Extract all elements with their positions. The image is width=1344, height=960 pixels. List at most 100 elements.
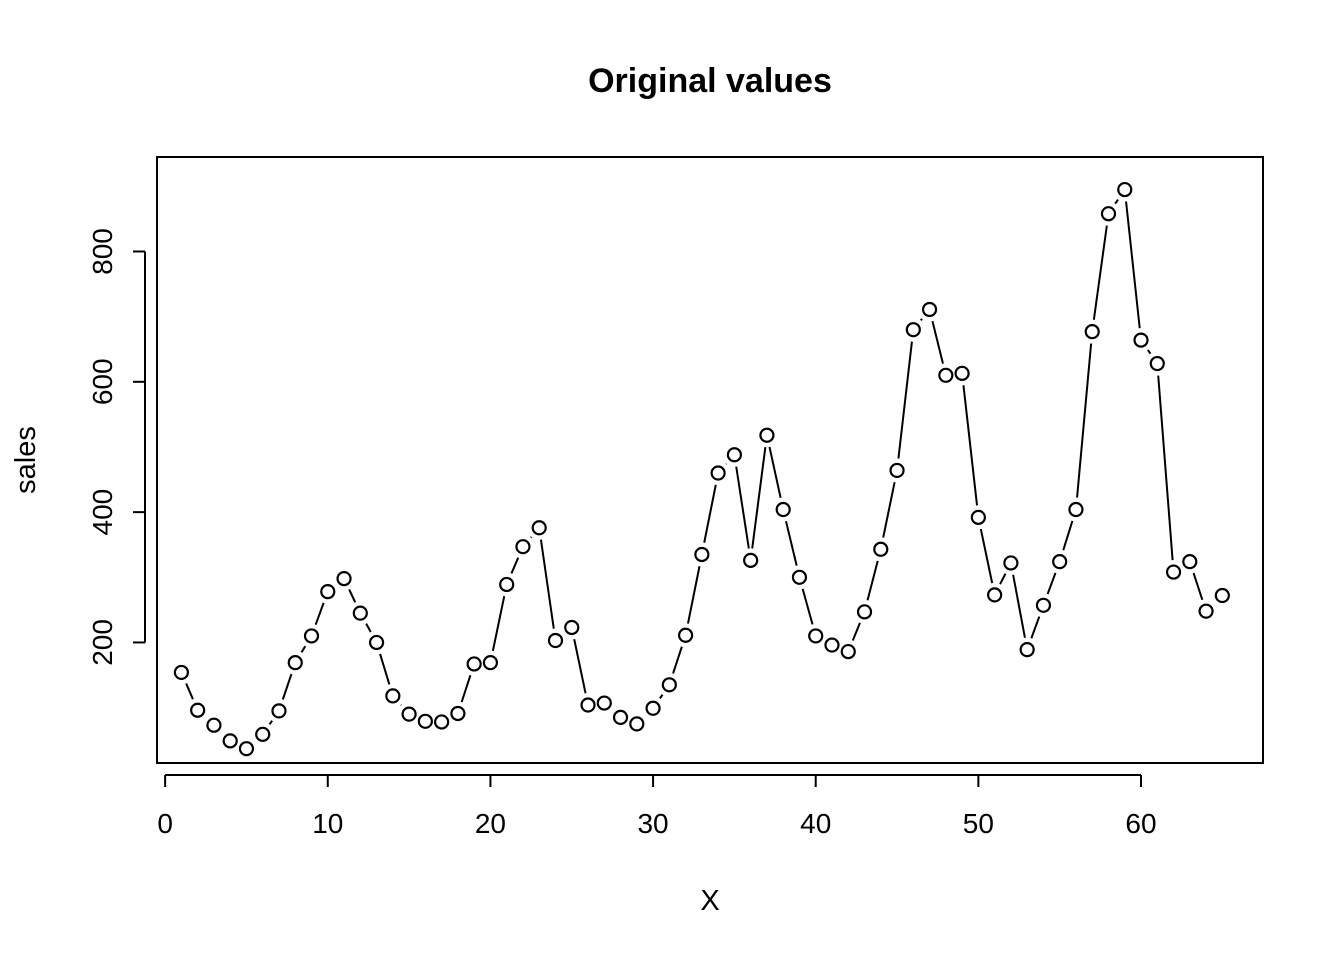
data-point [824,637,840,653]
series-segment [979,528,994,584]
series-segment [281,673,293,700]
data-point [987,587,1003,603]
data-point [645,700,661,716]
x-tick-label: 40 [800,808,831,839]
data-point [791,569,808,585]
data-point [271,703,287,719]
series-segment [897,341,913,459]
series-segment [1125,201,1141,329]
data-point [401,706,417,722]
data-point [482,655,499,671]
y-tick-label: 400 [87,489,118,536]
series-points [173,181,1230,757]
data-point [1019,642,1035,658]
series-segment [785,520,798,566]
series-segment [672,646,683,674]
data-point [352,605,368,621]
data-point [206,717,222,733]
series-segment [1157,375,1174,561]
data-point [970,509,986,525]
data-point [580,697,596,713]
data-point [1182,554,1198,570]
series-segment [882,481,896,538]
series-segment [686,566,701,624]
x-tick-label: 20 [475,808,506,839]
series-segment [866,560,879,601]
series-segment [1114,198,1119,205]
series-segment [931,320,944,364]
data-point [954,365,970,381]
series-segment [1092,225,1108,320]
x-axis-label: X [700,885,719,917]
series-segment [510,557,520,574]
data-point [1117,181,1133,198]
data-point [1133,332,1149,348]
series-segment [1046,572,1057,595]
x-tick-label: 50 [963,808,994,839]
data-point [661,677,677,693]
series-segment [460,675,472,703]
data-point [466,656,482,672]
data-point [531,520,547,536]
data-point [726,447,742,463]
y-axis-label: sales [10,426,42,494]
data-point [499,576,515,593]
data-point [336,570,352,587]
series-segment [999,573,1007,585]
data-point [1198,603,1214,619]
data-point [710,465,726,481]
data-point [320,584,336,600]
series-segment [268,720,273,726]
series-segment [491,596,506,652]
data-point [417,713,433,729]
y-tick-label: 800 [87,228,118,275]
series-segment [1076,343,1093,498]
series-segment [920,318,923,321]
data-point [222,733,238,749]
data-point [612,709,629,725]
data-point [303,628,320,644]
data-point [1084,324,1100,340]
series-segment [300,645,307,653]
data-point [1068,501,1084,518]
series-segment [365,623,372,633]
data-point [434,714,450,730]
data-point [1149,355,1165,372]
series-segment [379,653,391,685]
data-point [1052,554,1068,570]
y-tick-label: 600 [87,358,118,405]
data-point [905,322,921,338]
series-segment [962,385,979,506]
series-segment [751,447,767,549]
data-point [287,655,303,671]
data-point [743,552,759,568]
series-segment [185,683,194,700]
data-point [596,695,612,711]
series-segment [539,539,555,629]
y-tick-label: 200 [87,619,118,666]
series-segment [851,622,861,641]
data-point [938,367,954,383]
series-segment [1030,616,1041,639]
data-point [1214,587,1230,604]
series-segment [348,589,357,603]
data-point [873,541,889,557]
data-point [856,604,873,620]
data-point [629,716,645,732]
data-point [678,627,694,643]
data-point [547,632,564,649]
series-segment [573,639,587,694]
data-point [255,726,271,742]
data-point [1003,555,1019,571]
data-point [840,643,856,660]
series-segment [735,466,750,549]
series-segment [1147,349,1152,355]
data-point [515,539,531,555]
data-point [450,705,466,722]
plot-frame [156,156,1264,764]
series-segment [659,694,664,699]
x-tick-label: 0 [157,808,173,839]
data-point [190,702,206,718]
x-tick-label: 30 [637,808,668,839]
